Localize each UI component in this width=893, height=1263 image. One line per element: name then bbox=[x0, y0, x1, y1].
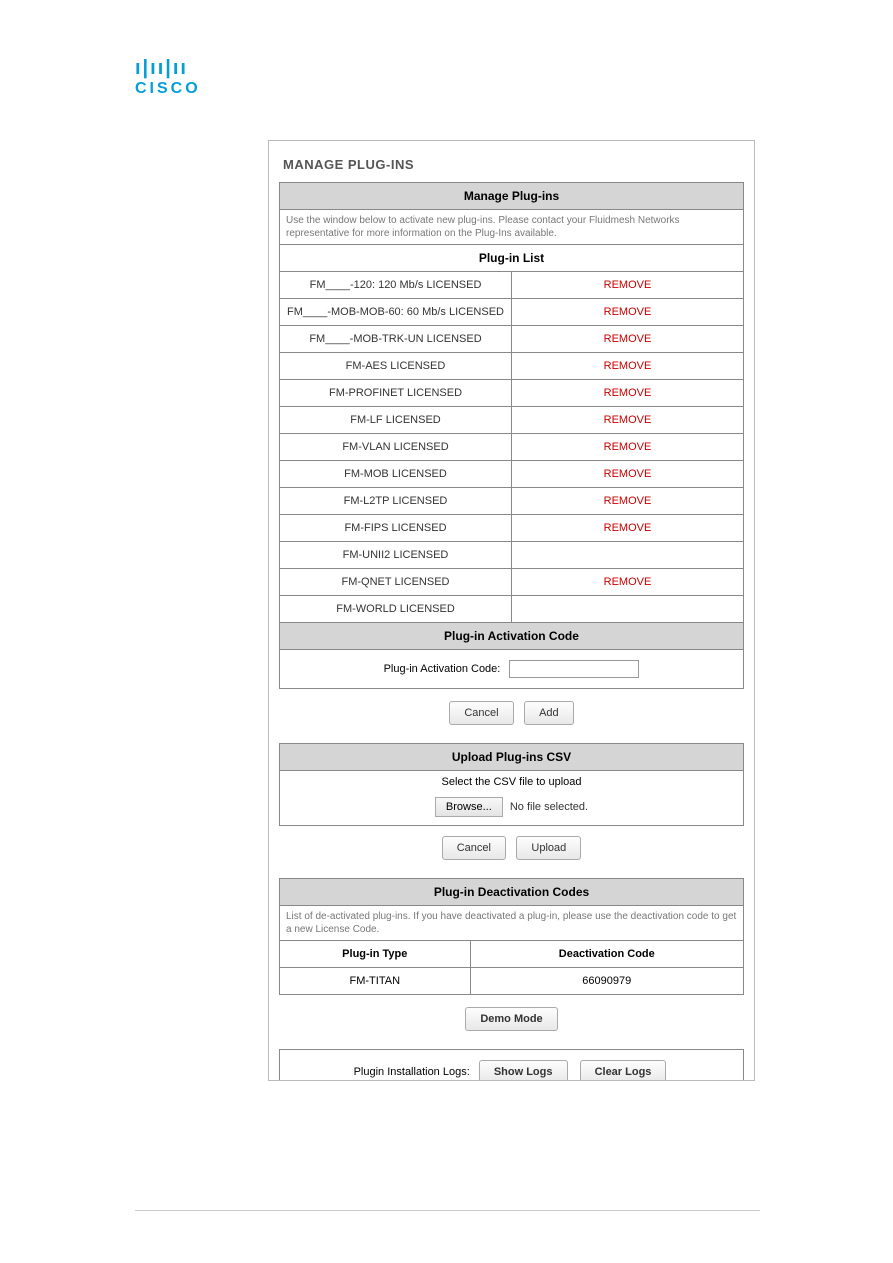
plugin-name: FM-LF LICENSED bbox=[280, 407, 512, 434]
remove-link[interactable]: REMOVE bbox=[512, 434, 744, 461]
csv-select-label: Select the CSV file to upload bbox=[280, 771, 744, 794]
plugin-name: FM-PROFINET LICENSED bbox=[280, 380, 512, 407]
activation-row: Plug-in Activation Code: bbox=[280, 650, 744, 689]
logo-text: CISCO bbox=[135, 80, 201, 98]
browse-row: Browse... No file selected. bbox=[280, 793, 744, 826]
plugin-name: FM-UNII2 LICENSED bbox=[280, 542, 512, 569]
remove-link[interactable]: REMOVE bbox=[512, 353, 744, 380]
activation-header: Plug-in Activation Code bbox=[280, 623, 744, 650]
manage-info: Use the window below to activate new plu… bbox=[280, 210, 744, 245]
main-panel: MANAGE PLUG-INS Manage Plug-ins Use the … bbox=[268, 140, 755, 1081]
plugin-name: FM-QNET LICENSED bbox=[280, 569, 512, 596]
remove-link[interactable]: REMOVE bbox=[512, 380, 744, 407]
deact-col-code: Deactivation Code bbox=[470, 941, 743, 968]
page-title: MANAGE PLUG-INS bbox=[283, 157, 744, 172]
manage-plugins-table: Manage Plug-ins Use the window below to … bbox=[279, 182, 744, 689]
deactivation-row: FM-TITAN66090979 bbox=[280, 968, 744, 995]
remove-link[interactable]: REMOVE bbox=[512, 461, 744, 488]
plugin-name: FM____-MOB-TRK-UN LICENSED bbox=[280, 326, 512, 353]
plugin-name: FM-VLAN LICENSED bbox=[280, 434, 512, 461]
deact-code: 66090979 bbox=[470, 968, 743, 995]
activation-buttons: Cancel Add bbox=[279, 701, 744, 725]
plugin-row: FM-FIPS LICENSEDREMOVE bbox=[280, 515, 744, 542]
add-button[interactable]: Add bbox=[524, 701, 574, 725]
remove-link bbox=[512, 542, 744, 569]
plugin-name: FM-FIPS LICENSED bbox=[280, 515, 512, 542]
upload-csv-table: Upload Plug-ins CSV Select the CSV file … bbox=[279, 743, 744, 826]
plugin-name: FM-WORLD LICENSED bbox=[280, 596, 512, 623]
deactivation-table: Plug-in Deactivation Codes List of de-ac… bbox=[279, 878, 744, 995]
plugin-row: FM-UNII2 LICENSED bbox=[280, 542, 744, 569]
plugin-name: FM-MOB LICENSED bbox=[280, 461, 512, 488]
remove-link[interactable]: REMOVE bbox=[512, 299, 744, 326]
plugin-row: FM-AES LICENSEDREMOVE bbox=[280, 353, 744, 380]
logs-table: Plugin Installation Logs: Show Logs Clea… bbox=[279, 1049, 744, 1081]
cancel-upload-button[interactable]: Cancel bbox=[442, 836, 506, 860]
remove-link[interactable]: REMOVE bbox=[512, 326, 744, 353]
plugin-row: FM____-120: 120 Mb/s LICENSEDREMOVE bbox=[280, 272, 744, 299]
plugin-name: FM____-120: 120 Mb/s LICENSED bbox=[280, 272, 512, 299]
plugin-row: FM-LF LICENSEDREMOVE bbox=[280, 407, 744, 434]
upload-button[interactable]: Upload bbox=[516, 836, 581, 860]
demo-row: Demo Mode bbox=[279, 1007, 744, 1031]
remove-link[interactable]: REMOVE bbox=[512, 488, 744, 515]
logo-bars: ı|ıı|ıı bbox=[135, 58, 201, 78]
no-file-label: No file selected. bbox=[510, 801, 588, 813]
plugin-row: FM-L2TP LICENSEDREMOVE bbox=[280, 488, 744, 515]
footer-divider bbox=[135, 1210, 760, 1211]
deact-col-type: Plug-in Type bbox=[280, 941, 471, 968]
plugin-name: FM-AES LICENSED bbox=[280, 353, 512, 380]
upload-header: Upload Plug-ins CSV bbox=[280, 744, 744, 771]
show-logs-button[interactable]: Show Logs bbox=[479, 1060, 568, 1081]
remove-link[interactable]: REMOVE bbox=[512, 272, 744, 299]
logs-label: Plugin Installation Logs: bbox=[354, 1066, 470, 1078]
demo-mode-button[interactable]: Demo Mode bbox=[465, 1007, 557, 1031]
plugin-row: FM-PROFINET LICENSEDREMOVE bbox=[280, 380, 744, 407]
plugin-row: FM-MOB LICENSEDREMOVE bbox=[280, 461, 744, 488]
plugin-name: FM____-MOB-MOB-60: 60 Mb/s LICENSED bbox=[280, 299, 512, 326]
browse-button[interactable]: Browse... bbox=[435, 797, 503, 817]
cancel-activation-button[interactable]: Cancel bbox=[449, 701, 513, 725]
deactivation-info: List of de-activated plug-ins. If you ha… bbox=[280, 906, 744, 941]
cisco-logo: ı|ıı|ıı CISCO bbox=[135, 58, 201, 98]
manage-header: Manage Plug-ins bbox=[280, 183, 744, 210]
remove-link[interactable]: REMOVE bbox=[512, 569, 744, 596]
plugin-row: FM-VLAN LICENSEDREMOVE bbox=[280, 434, 744, 461]
activation-input[interactable] bbox=[509, 660, 639, 678]
deactivation-header: Plug-in Deactivation Codes bbox=[280, 879, 744, 906]
activation-label: Plug-in Activation Code: bbox=[384, 663, 501, 675]
plugin-name: FM-L2TP LICENSED bbox=[280, 488, 512, 515]
remove-link[interactable]: REMOVE bbox=[512, 515, 744, 542]
plugin-row: FM-QNET LICENSEDREMOVE bbox=[280, 569, 744, 596]
plugin-row: FM-WORLD LICENSED bbox=[280, 596, 744, 623]
upload-buttons: Cancel Upload bbox=[279, 836, 744, 860]
deact-type: FM-TITAN bbox=[280, 968, 471, 995]
remove-link[interactable]: REMOVE bbox=[512, 407, 744, 434]
plugin-list-header: Plug-in List bbox=[280, 245, 744, 272]
remove-link bbox=[512, 596, 744, 623]
logs-row: Plugin Installation Logs: Show Logs Clea… bbox=[280, 1050, 744, 1082]
clear-logs-button[interactable]: Clear Logs bbox=[580, 1060, 667, 1081]
plugin-row: FM____-MOB-MOB-60: 60 Mb/s LICENSEDREMOV… bbox=[280, 299, 744, 326]
plugin-row: FM____-MOB-TRK-UN LICENSEDREMOVE bbox=[280, 326, 744, 353]
